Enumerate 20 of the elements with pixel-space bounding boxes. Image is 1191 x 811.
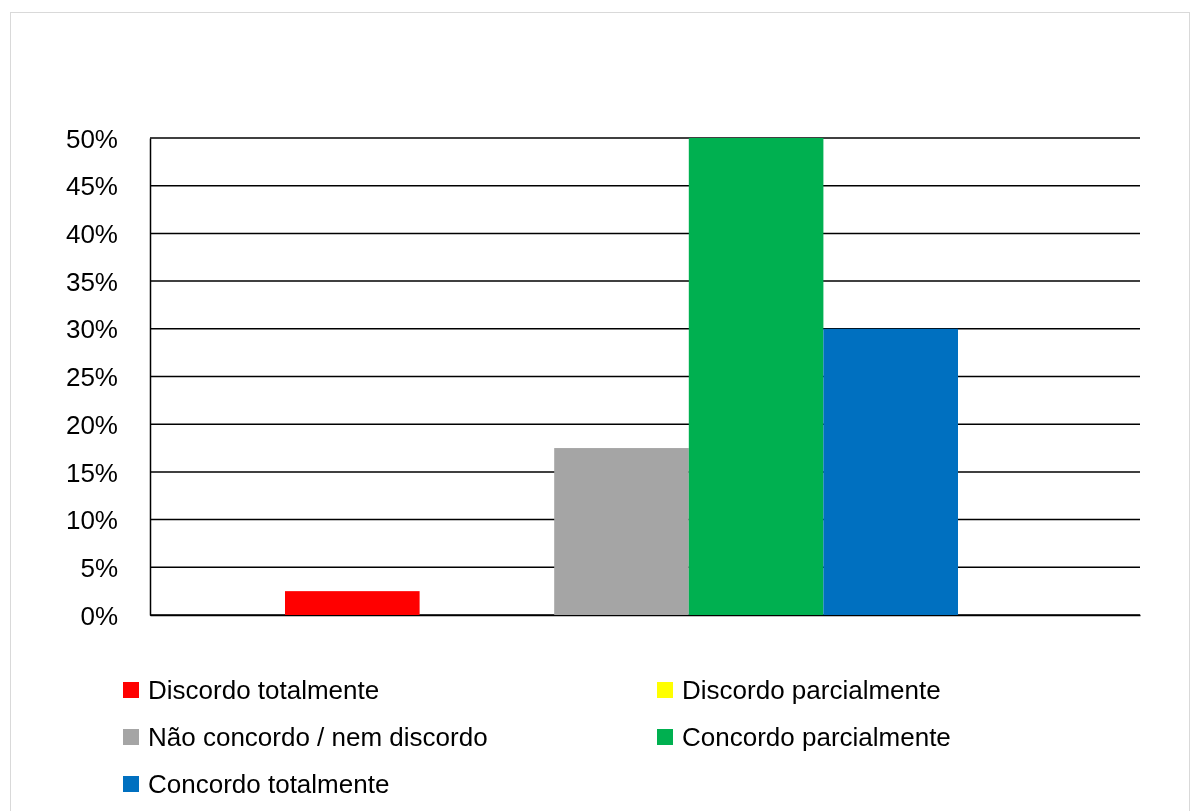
y-tick-label: 45% bbox=[65, 171, 118, 202]
y-tick-label: 35% bbox=[65, 266, 118, 297]
y-tick-label: 20% bbox=[65, 409, 118, 440]
legend-label: Discordo parcialmente bbox=[682, 675, 941, 706]
y-tick-label: 30% bbox=[65, 314, 118, 345]
legend-label: Discordo totalmente bbox=[148, 675, 380, 706]
y-tick-label: 5% bbox=[80, 552, 118, 583]
legend-label: Não concordo / nem discordo bbox=[148, 722, 488, 753]
bar bbox=[285, 591, 420, 615]
y-tick-label: 10% bbox=[65, 505, 118, 536]
legend-label: Concordo totalmente bbox=[148, 769, 390, 800]
bar bbox=[554, 448, 689, 615]
y-tick-label: 25% bbox=[65, 362, 118, 393]
bar bbox=[823, 328, 958, 615]
legend-label: Concordo parcialmente bbox=[682, 722, 951, 753]
bar bbox=[688, 138, 824, 615]
y-tick-label: 15% bbox=[65, 457, 118, 488]
y-tick-label: 0% bbox=[80, 600, 118, 631]
y-tick-label: 50% bbox=[65, 123, 118, 154]
y-tick-label: 40% bbox=[65, 219, 118, 249]
